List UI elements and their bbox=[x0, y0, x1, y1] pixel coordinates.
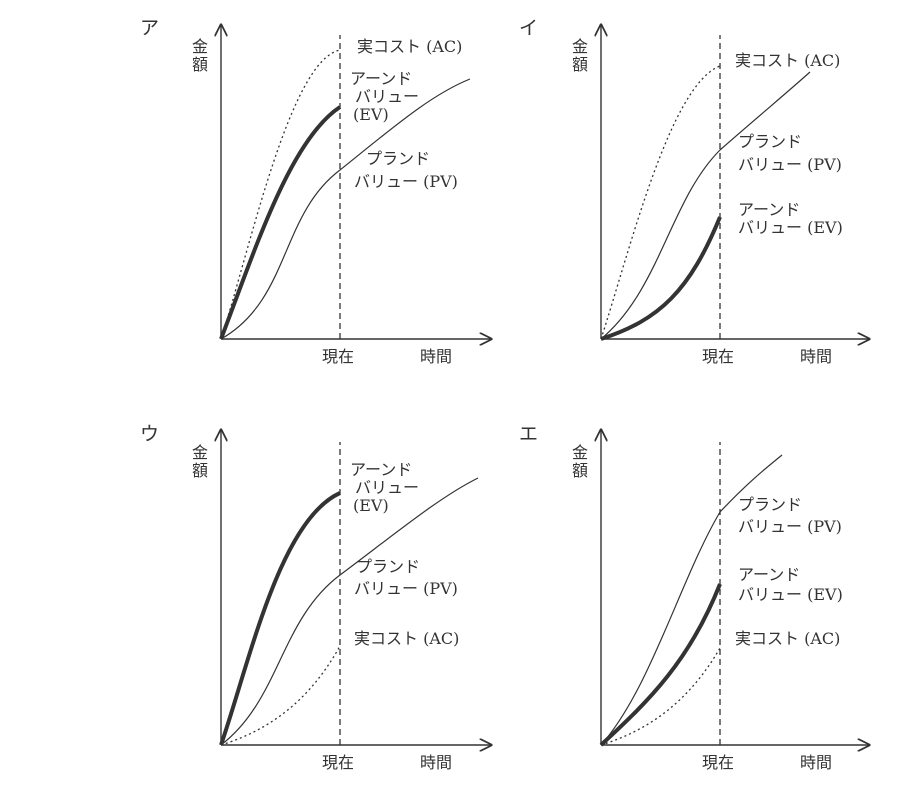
ac-curve bbox=[600, 65, 721, 340]
pv-label-line2: バリュー (PV) bbox=[738, 155, 842, 174]
ev-label-line1: アーンド bbox=[350, 460, 412, 479]
pv-label-line1: プランド bbox=[738, 132, 802, 151]
ev-label-line3: (EV) bbox=[353, 105, 389, 124]
ev-label-line2: バリュー bbox=[355, 478, 419, 497]
ev-label-line1: アーンド bbox=[350, 69, 412, 88]
panel-letter-c: ウ bbox=[140, 423, 159, 445]
ev-label-line2: バリュー (EV) bbox=[738, 218, 843, 237]
ac-curve bbox=[600, 647, 721, 746]
y-axis-label-char1: 金 bbox=[572, 443, 588, 462]
x-axis-label: 時間 bbox=[420, 347, 452, 366]
ev-curve bbox=[219, 105, 342, 340]
y-axis-label-char2: 額 bbox=[572, 55, 588, 74]
now-label: 現在 bbox=[322, 347, 354, 366]
y-axis-label-char2: 額 bbox=[192, 461, 208, 480]
panel-b: イ 金 額 実コスト (AC) プランド バリュー (PV) アーンド バリュー… bbox=[519, 17, 869, 366]
x-axis-label: 時間 bbox=[800, 347, 832, 366]
y-axis-label-char2: 額 bbox=[192, 55, 208, 74]
y-axis-label-char1: 金 bbox=[192, 443, 208, 462]
ac-curve bbox=[220, 645, 341, 746]
ac-label: 実コスト (AC) bbox=[735, 629, 840, 648]
ev-label-line2: バリュー (EV) bbox=[738, 585, 843, 604]
pv-label-line2: バリュー (PV) bbox=[354, 579, 458, 598]
pv-label-line1: プランド bbox=[738, 495, 802, 514]
ac-label: 実コスト (AC) bbox=[735, 51, 840, 70]
ev-curve bbox=[219, 491, 341, 746]
ev-label-line2: バリュー bbox=[355, 87, 419, 106]
y-axis-label-char1: 金 bbox=[572, 37, 588, 56]
ac-label: 実コスト (AC) bbox=[357, 37, 462, 56]
pv-label-line1: プランド bbox=[356, 557, 420, 576]
pv-label-line2: バリュー (PV) bbox=[738, 517, 842, 536]
panel-letter-a: ア bbox=[140, 17, 159, 39]
ev-curve bbox=[600, 216, 722, 341]
pv-label-line2: バリュー (PV) bbox=[354, 172, 458, 191]
y-axis-label-char1: 金 bbox=[192, 37, 208, 56]
now-label: 現在 bbox=[702, 753, 734, 772]
panel-d: エ 金 額 プランド バリュー (PV) アーンド バリュー (EV) 実コスト… bbox=[519, 423, 869, 772]
panel-letter-d: エ bbox=[519, 423, 538, 445]
pv-curve bbox=[600, 454, 783, 746]
panel-letter-b: イ bbox=[519, 17, 538, 39]
x-axis-label: 時間 bbox=[800, 753, 832, 772]
ev-curve bbox=[599, 583, 722, 747]
panel-c: ウ 金 額 アーンド バリュー (EV) プランド バリュー (PV) 実コスト… bbox=[140, 423, 491, 772]
pv-label-line1: プランド bbox=[366, 149, 430, 168]
ac-curve bbox=[220, 49, 341, 340]
pv-curve bbox=[220, 78, 471, 340]
ev-label-line3: (EV) bbox=[353, 496, 389, 515]
ac-label: 実コスト (AC) bbox=[354, 629, 459, 648]
now-label: 現在 bbox=[322, 753, 354, 772]
y-axis-label-char2: 額 bbox=[572, 461, 588, 480]
panel-a: ア 金 額 実コスト (AC) アーンド バリュー (EV) プランド バリュー… bbox=[140, 17, 491, 366]
now-label: 現在 bbox=[702, 347, 734, 366]
pv-curve bbox=[220, 477, 479, 746]
x-axis-label: 時間 bbox=[420, 753, 452, 772]
pv-curve bbox=[600, 71, 811, 340]
ev-label-line1: アーンド bbox=[738, 200, 800, 219]
ev-label-line1: アーンド bbox=[738, 565, 800, 584]
